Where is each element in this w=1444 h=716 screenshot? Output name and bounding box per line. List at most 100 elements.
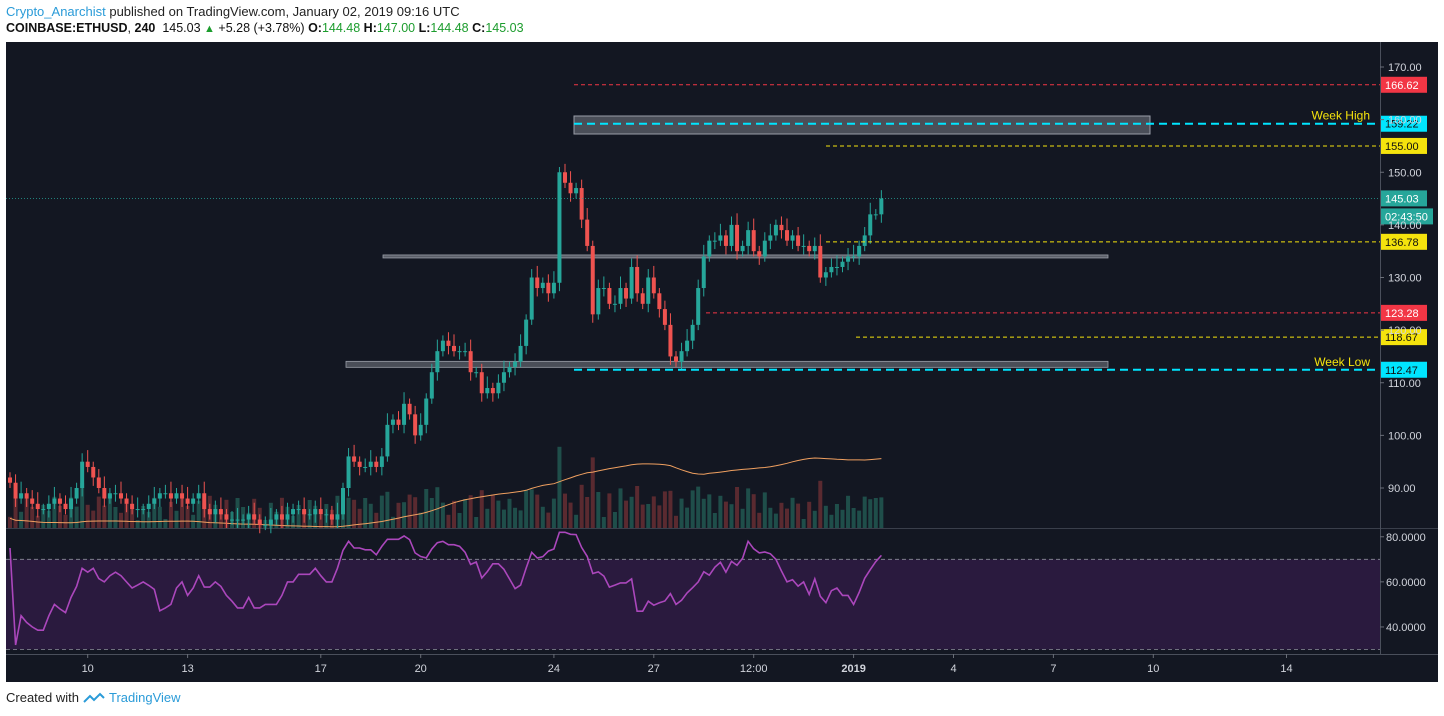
volume-bar	[801, 519, 806, 528]
price-tick-label: 170.00	[1388, 62, 1422, 74]
candle-body	[757, 251, 762, 257]
candle-body	[507, 366, 512, 373]
volume-bar	[390, 516, 395, 528]
candle-body	[402, 403, 407, 425]
candle-body	[91, 466, 96, 478]
time-tick-label: 7	[1050, 663, 1056, 675]
symbol: COINBASE:ETHUSD	[6, 21, 128, 35]
volume-bar	[168, 501, 173, 528]
volume-bar	[707, 494, 712, 528]
rsi-line	[9, 531, 882, 646]
candle-body	[35, 503, 40, 510]
volume-bar	[346, 497, 351, 528]
volume-bar	[729, 504, 734, 528]
candle-body	[840, 261, 845, 267]
volume-bar	[807, 501, 812, 528]
volume-bar	[63, 514, 68, 528]
volume-bar	[457, 513, 462, 528]
author-link[interactable]: Crypto_Anarchist	[6, 4, 106, 19]
level-price-box	[1381, 233, 1427, 250]
tradingview-link[interactable]: TradingView	[108, 690, 181, 705]
candle-body	[13, 482, 18, 499]
volume-bar	[85, 504, 90, 528]
candle-body	[479, 372, 484, 394]
candle-body	[268, 519, 273, 525]
candle-body	[41, 509, 46, 511]
candle-body	[130, 503, 135, 510]
candle-body	[618, 288, 623, 304]
volume-bar	[518, 510, 523, 528]
candle-body	[63, 503, 68, 510]
high-label: H:	[363, 21, 377, 35]
volume-bar	[513, 507, 518, 528]
volume-bar	[46, 510, 51, 528]
countdown-label: 02:43:50	[1385, 211, 1428, 223]
volume-bar	[585, 497, 590, 528]
volume-bar	[823, 505, 828, 528]
candle-body	[291, 509, 296, 515]
volume-bar	[402, 502, 407, 528]
volume-bar	[374, 512, 379, 528]
candle-body	[296, 509, 301, 511]
volume-bar	[657, 505, 662, 528]
candle-body	[8, 477, 12, 483]
candle-body	[646, 277, 651, 304]
volume-bar	[529, 489, 534, 528]
level-price-box	[1381, 361, 1427, 378]
price-chart[interactable]: 166.62 159.22 Week High 155.00 136.78 123.28 1…	[6, 42, 1438, 682]
level-price-label: 155.00	[1385, 141, 1419, 153]
candle-body	[729, 224, 734, 246]
candle-body	[24, 493, 29, 499]
volume-bar	[152, 497, 157, 528]
candle-body	[307, 514, 312, 516]
candle-body	[407, 403, 412, 415]
candle-body	[168, 493, 173, 499]
candle-body	[879, 198, 884, 215]
candle-body	[163, 493, 168, 495]
candle-body	[746, 230, 751, 246]
volume-bar	[424, 489, 429, 528]
volume-bar	[385, 491, 390, 528]
candle-body	[796, 235, 801, 246]
volume-bar	[485, 508, 490, 528]
volume-bar	[540, 506, 545, 528]
volume-bar	[163, 519, 168, 528]
candle-body	[651, 277, 656, 294]
level-price-label: 166.62	[1385, 80, 1419, 92]
price-tick-label: 130.00	[1388, 273, 1422, 285]
candle-body	[279, 514, 284, 520]
candle-body	[474, 372, 479, 374]
candle-body	[385, 424, 390, 457]
publish-info: Crypto_Anarchist published on TradingVie…	[6, 4, 460, 19]
candle-body	[346, 456, 351, 488]
volume-bar	[130, 507, 135, 528]
volume-bar	[740, 508, 745, 528]
candle-body	[335, 514, 340, 520]
candle-body	[496, 382, 501, 394]
candle-body	[263, 524, 268, 526]
week-low-label: Week Low	[1314, 355, 1370, 369]
candle-body	[629, 266, 634, 299]
volume-bar	[690, 490, 695, 528]
volume-bar	[496, 500, 501, 528]
candle-body	[829, 266, 834, 273]
candle-body	[851, 256, 856, 258]
volume-bar	[318, 514, 323, 528]
volume-bar	[141, 506, 146, 528]
candle-body	[85, 461, 90, 467]
volume-bar	[468, 495, 473, 528]
candle-body	[751, 230, 756, 252]
volume-bar	[646, 504, 651, 528]
candle-body	[812, 245, 817, 252]
volume-bar	[579, 484, 584, 528]
volume-bar	[574, 514, 579, 528]
candle-body	[207, 509, 212, 515]
volume-bar	[629, 496, 634, 528]
tradingview-logo-icon	[83, 692, 105, 703]
up-arrow-icon: ▲	[204, 23, 215, 35]
volume-bar	[873, 498, 878, 528]
volume-bar	[829, 514, 834, 528]
volume-bar	[851, 508, 856, 528]
candle-body	[674, 356, 678, 362]
volume-bar	[418, 512, 423, 528]
